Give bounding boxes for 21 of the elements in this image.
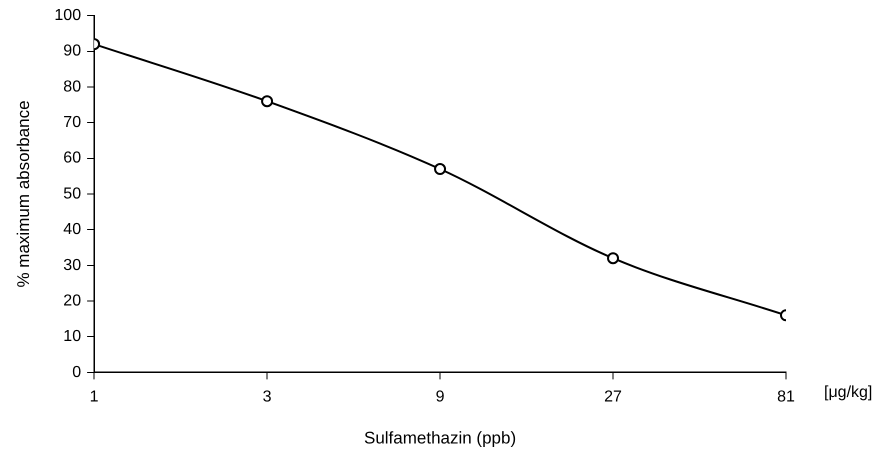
y-tick-label: 30 [63, 256, 82, 274]
y-tick-label: 80 [63, 78, 82, 96]
y-tick-label: 40 [63, 221, 82, 238]
x-tick-label: 9 [436, 388, 445, 406]
text: [μg/kg] [824, 384, 872, 401]
x-axis-title: Sulfamethazin (ppb) [364, 428, 516, 448]
y-tick-label: 20 [63, 292, 82, 310]
x-tick-label: 1 [90, 388, 99, 406]
y-axis-title: % maximum absorbance [14, 100, 33, 288]
y-tick-label: 50 [63, 185, 82, 202]
y-tick-label: 90 [63, 42, 82, 60]
x-tick-label: 3 [262, 388, 272, 406]
x-tick-label: 81 [777, 388, 795, 406]
y-tick-label: 10 [63, 328, 82, 346]
y-tick-label: 100 [54, 7, 82, 24]
y-tick-label: 0 [72, 364, 82, 381]
point [261, 95, 274, 108]
y-tick-label: 70 [63, 114, 82, 132]
x-tick-label: 27 [604, 388, 622, 406]
point [434, 163, 446, 176]
y-tick-label: 60 [63, 150, 82, 167]
